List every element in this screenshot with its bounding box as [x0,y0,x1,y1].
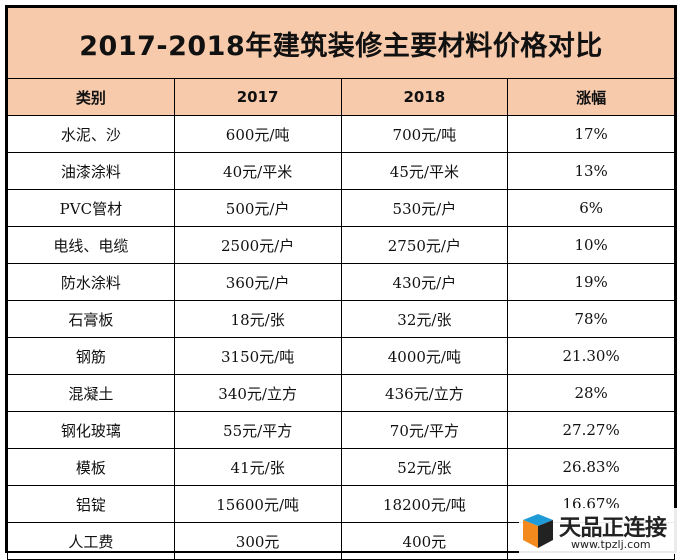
cell-category: 铝锭 [7,485,175,523]
table-row: 钢筋 3150元/吨 4000元/吨 21.30% [7,337,675,375]
cell-2017: 40元/平米 [173,152,342,190]
cell-2018: 700元/吨 [340,115,509,153]
cell-2018: 530元/户 [340,189,509,227]
cell-increase: 21.30% [507,337,675,375]
watermark-logo-icon [523,514,553,548]
cell-increase: 28% [507,374,675,412]
cell-increase: 78% [507,300,675,338]
table-row: 混凝土 340元/立方 436元/立方 28% [7,374,675,412]
cell-2018: 45元/平米 [340,152,509,190]
table-row: 石膏板 18元/张 32元/张 78% [7,300,675,338]
table-row: 水泥、沙 600元/吨 700元/吨 17% [7,115,675,153]
cell-2018: 18200元/吨 [340,485,509,523]
cell-increase: 6% [507,189,675,227]
cell-2018: 2750元/户 [340,226,509,264]
cell-category: 防水涂料 [7,263,175,301]
cell-category: 混凝土 [7,374,175,412]
cell-2018: 32元/张 [340,300,509,338]
header-category: 类别 [7,78,175,116]
cell-increase: 26.83% [507,448,675,486]
cell-increase: 10% [507,226,675,264]
watermark: 天品正连接 www.tpzlj.com [519,508,679,554]
cell-2017: 600元/吨 [173,115,342,153]
table-row: 防水涂料 360元/户 430元/户 19% [7,263,675,301]
cell-2017: 55元/平方 [173,411,342,449]
cell-increase: 13% [507,152,675,190]
cell-category: 钢化玻璃 [7,411,175,449]
table-row: 铝锭 15600元/吨 18200元/吨 16.67% [7,485,675,523]
price-comparison-table-frame: 2017-2018年建筑装修主要材料价格对比 类别 2017 2018 涨幅 水… [5,5,677,560]
cell-category: 模板 [7,448,175,486]
cell-category: 电线、电缆 [7,226,175,264]
cell-2018: 4000元/吨 [340,337,509,375]
table-title: 2017-2018年建筑装修主要材料价格对比 [7,7,675,79]
cell-2018: 436元/立方 [340,374,509,412]
header-2018: 2018 [340,78,509,116]
cell-2017: 3150元/吨 [173,337,342,375]
cell-2018: 70元/平方 [340,411,509,449]
cell-2018: 52元/张 [340,448,509,486]
cell-2017: 360元/户 [173,263,342,301]
cell-2017: 2500元/户 [173,226,342,264]
cell-category: 人工费 [7,522,175,560]
header-increase: 涨幅 [507,78,675,116]
cell-increase: 27.27% [507,411,675,449]
table-row: PVC管材 500元/户 530元/户 6% [7,189,675,227]
cell-2017: 500元/户 [173,189,342,227]
cell-increase: 19% [507,263,675,301]
cell-category: 钢筋 [7,337,175,375]
header-2017: 2017 [173,78,342,116]
table-row: 电线、电缆 2500元/户 2750元/户 10% [7,226,675,264]
cell-increase: 17% [507,115,675,153]
cell-2018: 400元 [340,522,509,560]
price-comparison-table: 2017-2018年建筑装修主要材料价格对比 类别 2017 2018 涨幅 水… [7,7,675,560]
cell-2017: 18元/张 [173,300,342,338]
cell-2017: 300元 [173,522,342,560]
table-row: 油漆涂料 40元/平米 45元/平米 13% [7,152,675,190]
cell-2017: 41元/张 [173,448,342,486]
table-row: 模板 41元/张 52元/张 26.83% [7,448,675,486]
table-body: 水泥、沙 600元/吨 700元/吨 17% 油漆涂料 40元/平米 45元/平米 13% PV… [7,115,675,560]
cell-2018: 430元/户 [340,263,509,301]
cell-2017: 340元/立方 [173,374,342,412]
watermark-url: www.tpzlj.com [571,538,651,551]
cell-2017: 15600元/吨 [173,485,342,523]
table-row: 钢化玻璃 55元/平方 70元/平方 27.27% [7,411,675,449]
cell-category: PVC管材 [7,189,175,227]
cell-category: 水泥、沙 [7,115,175,153]
cell-category: 石膏板 [7,300,175,338]
watermark-name: 天品正连接 [559,516,667,541]
cell-category: 油漆涂料 [7,152,175,190]
